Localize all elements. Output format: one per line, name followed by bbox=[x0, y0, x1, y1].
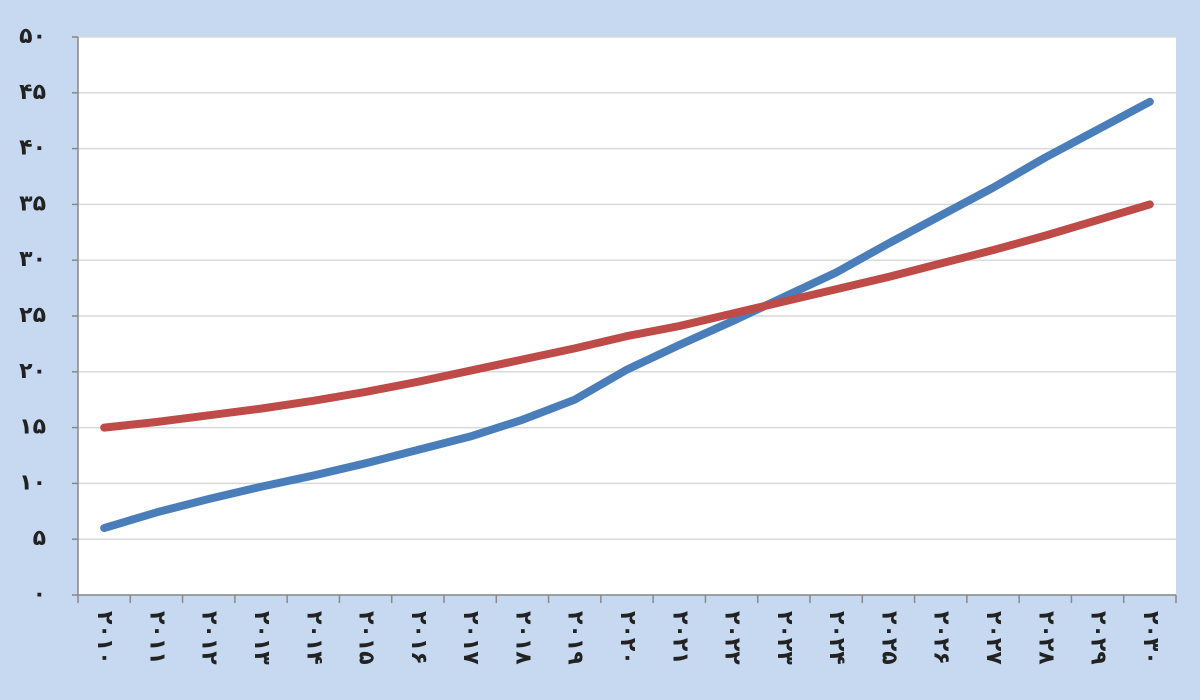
line-series bbox=[100, 200, 1154, 432]
x-tick-label: ۲۰۲۹ bbox=[1086, 611, 1111, 665]
x-tick-label: ۲۰۱۴ bbox=[301, 611, 326, 665]
x-tick-label: ۲۰۲۳ bbox=[772, 611, 797, 665]
x-tick-label: ۲۰۲۲ bbox=[720, 611, 745, 665]
x-tick-label: ۲۰۱۶ bbox=[406, 611, 431, 665]
x-tick-label: ۲۰۱۸ bbox=[510, 611, 535, 665]
y-tick-label: ۰ bbox=[33, 582, 46, 607]
x-tick-label: ۲۰۱۷ bbox=[458, 611, 483, 665]
x-tick-label: ۲۰۱۹ bbox=[563, 611, 588, 665]
x-tick-label: ۲۰۱۳ bbox=[249, 611, 274, 665]
x-tick-label: ۲۰۱۰ bbox=[92, 611, 117, 665]
x-tick-label: ۲۰۲۰ bbox=[615, 611, 640, 665]
y-tick-label: ۵۰ bbox=[19, 24, 46, 49]
x-tick-label: ۲۰۲۴ bbox=[824, 611, 849, 665]
y-tick-label: ۱۵ bbox=[19, 415, 46, 440]
x-tick-label: ۲۰۲۸ bbox=[1033, 611, 1058, 665]
x-tick-label: ۲۰۲۵ bbox=[876, 611, 901, 665]
y-tick-label: ۳۰ bbox=[19, 247, 46, 272]
y-tick-label: ۱۰ bbox=[19, 470, 46, 495]
y-tick-label: ۴۵ bbox=[19, 80, 46, 105]
x-tick-label: ۲۰۱۲ bbox=[197, 611, 222, 665]
y-tick-label: ۵ bbox=[33, 526, 46, 551]
y-tick-label: ۴۰ bbox=[19, 136, 46, 161]
line-series bbox=[100, 97, 1154, 533]
x-tick-label: ۲۰۲۱ bbox=[667, 611, 692, 665]
x-tick-label: ۲۰۲۶ bbox=[929, 611, 954, 665]
x-tick-label: ۲۰۲۷ bbox=[981, 611, 1006, 665]
y-tick-label: ۲۵ bbox=[19, 303, 46, 328]
x-tick-label: ۲۰۳۰ bbox=[1138, 611, 1163, 665]
y-tick-label: ۳۵ bbox=[19, 191, 46, 216]
x-tick-label: ۲۰۱۱ bbox=[144, 611, 169, 665]
y-tick-label: ۲۰ bbox=[19, 359, 46, 384]
x-tick-label: ۲۰۱۵ bbox=[354, 611, 379, 665]
